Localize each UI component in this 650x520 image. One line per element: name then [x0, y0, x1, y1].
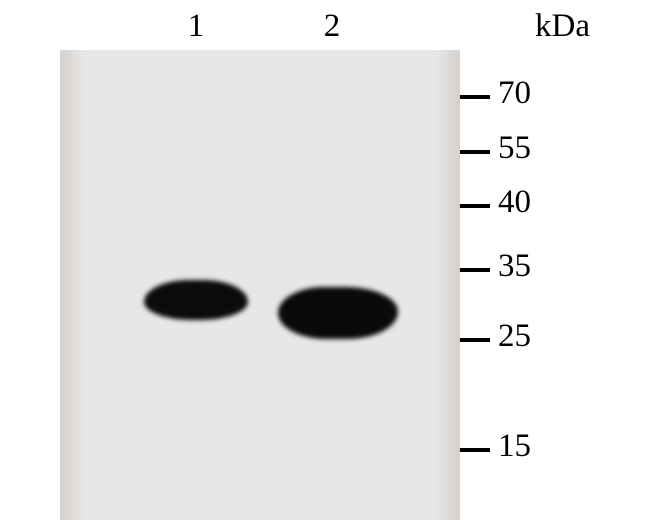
blot-membrane [60, 50, 460, 520]
mw-tick-35 [460, 268, 490, 272]
mw-label-40: 40 [498, 184, 531, 221]
mw-tick-15 [460, 448, 490, 452]
lane-label-2: 2 [324, 8, 341, 45]
mw-tick-70 [460, 95, 490, 99]
band-lane2 [278, 287, 398, 339]
mw-tick-55 [460, 150, 490, 154]
mw-tick-40 [460, 204, 490, 208]
mw-label-70: 70 [498, 75, 531, 112]
mw-tick-25 [460, 338, 490, 342]
mw-label-55: 55 [498, 130, 531, 167]
western-blot-figure: 1 2 kDa70 55 40 35 25 15 [0, 0, 650, 520]
mw-unit-label: kDa [535, 8, 590, 45]
mw-label-15: 15 [498, 428, 531, 465]
band-lane1 [144, 280, 248, 320]
mw-label-25: 25 [498, 318, 531, 355]
mw-label-35: 35 [498, 248, 531, 285]
lane-label-1: 1 [188, 8, 205, 45]
